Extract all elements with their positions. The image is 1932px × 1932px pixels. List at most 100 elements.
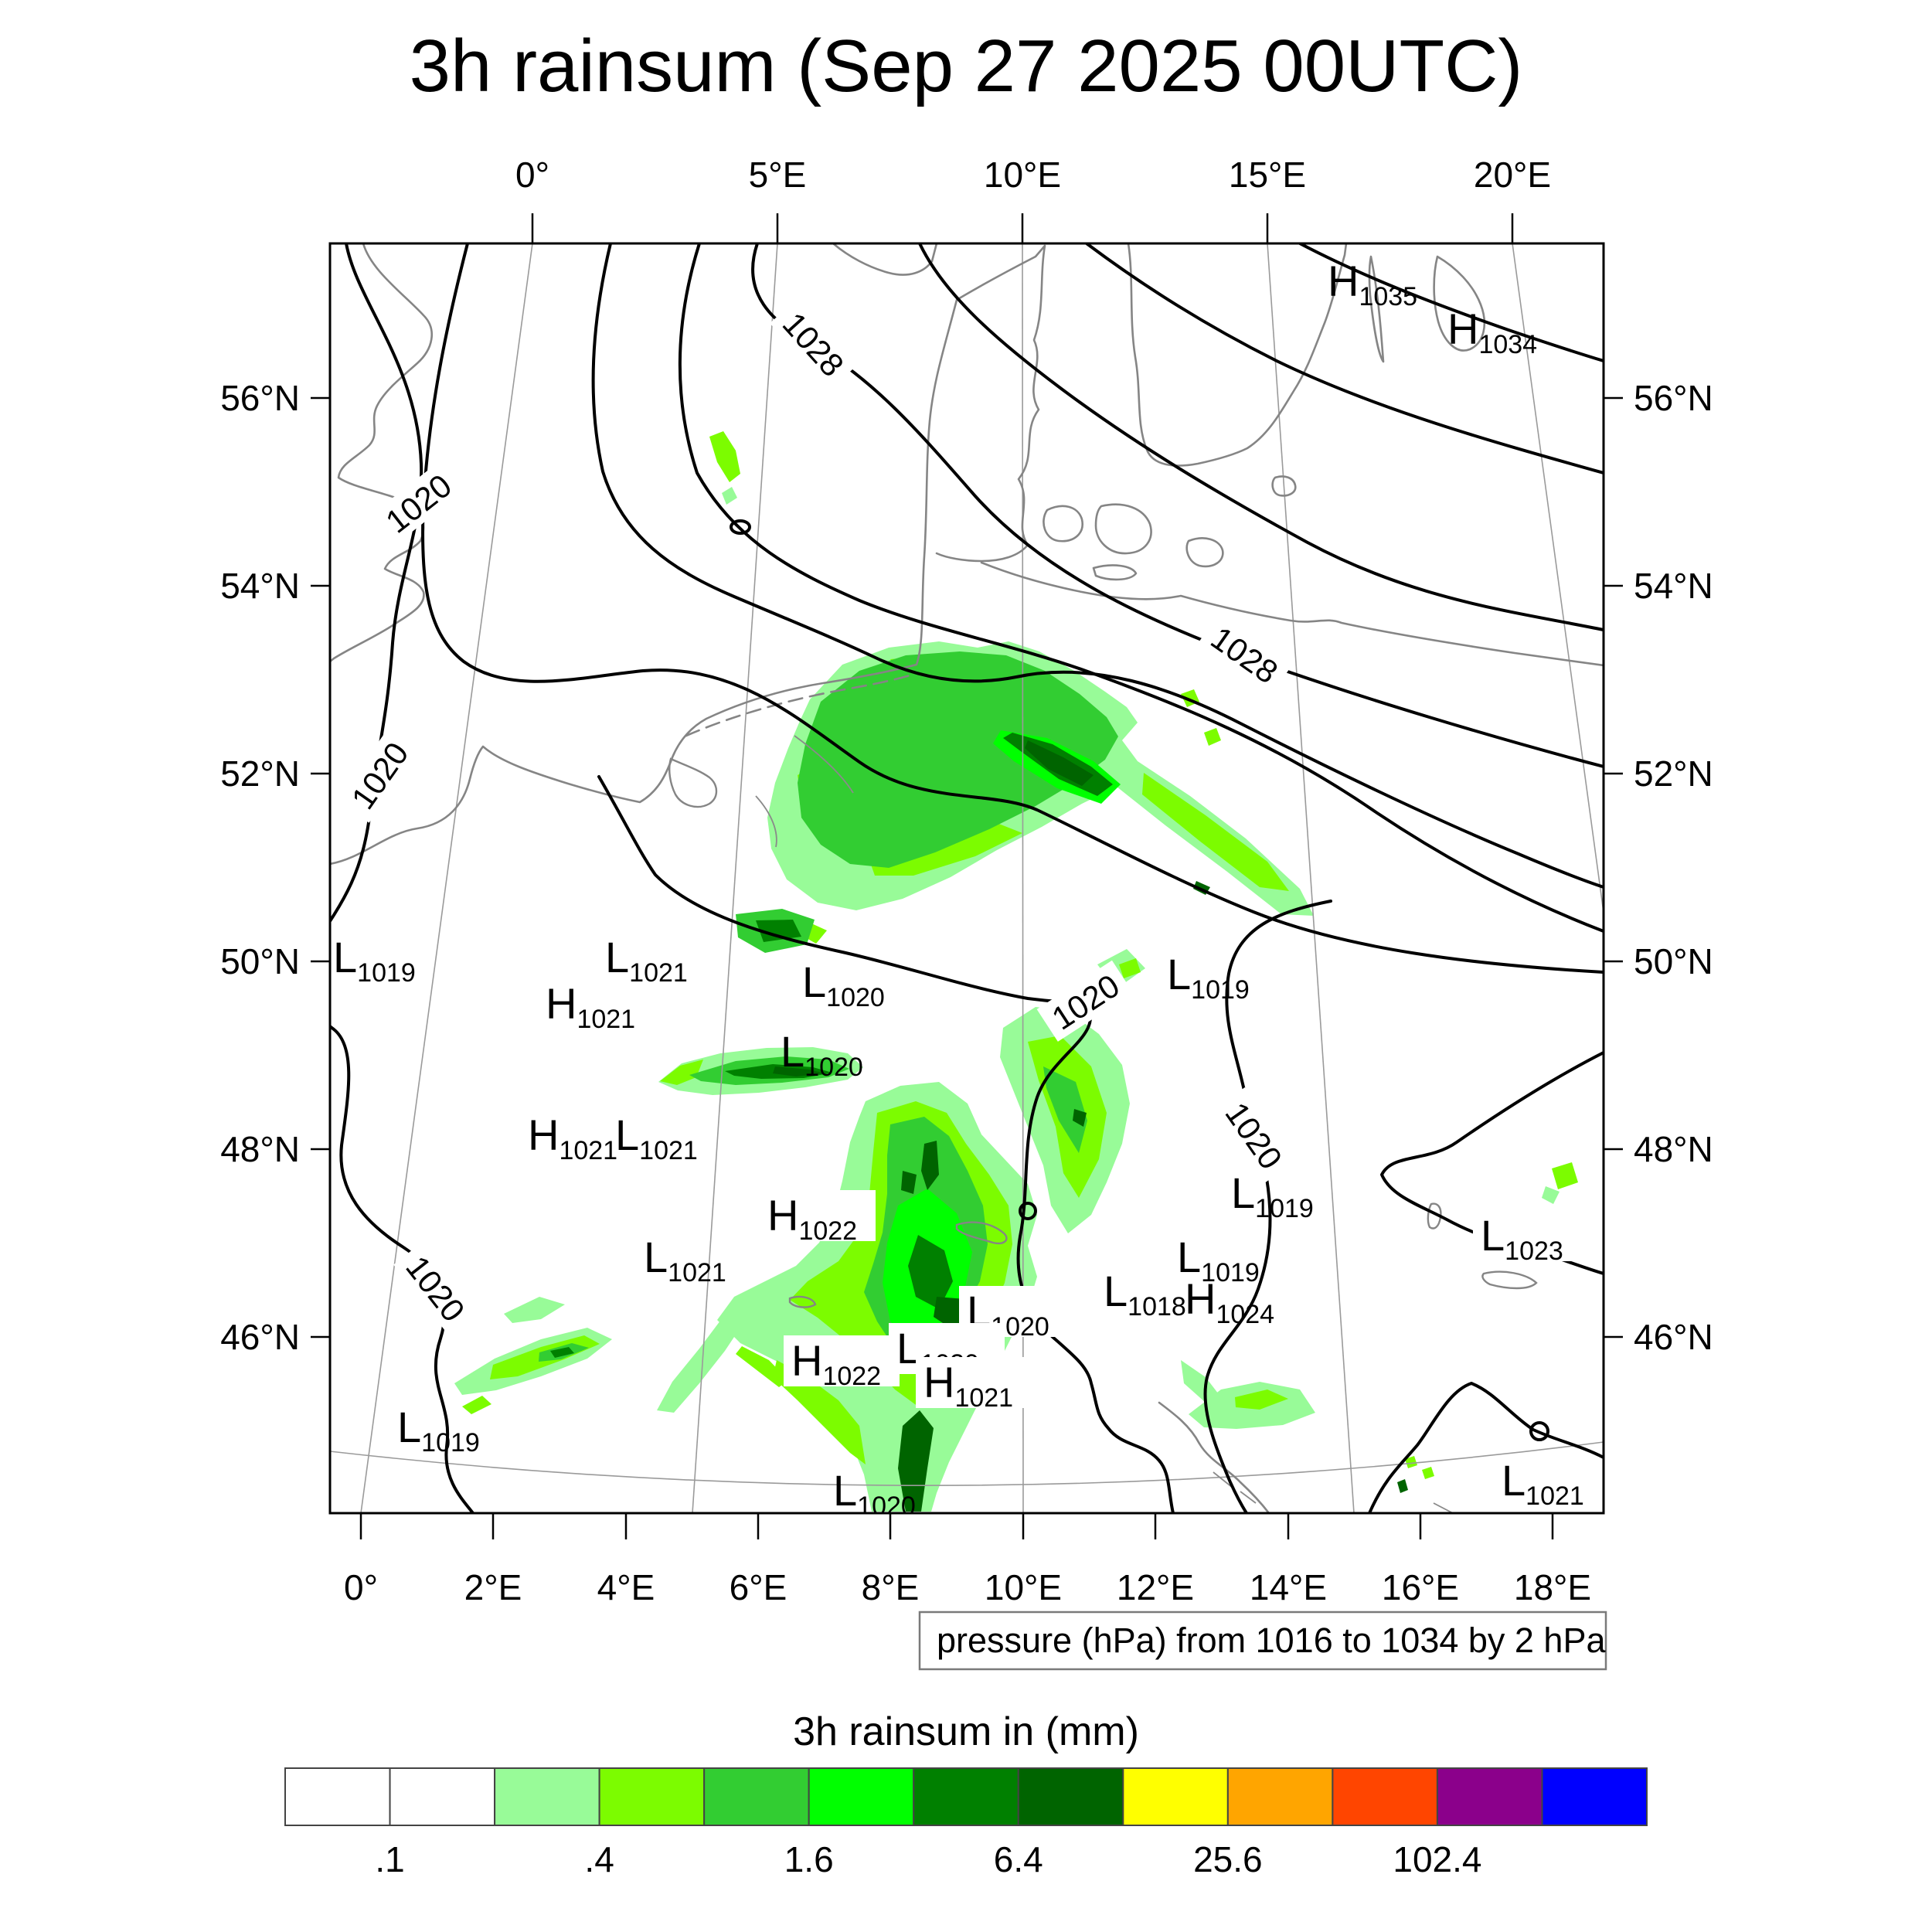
rain-cell-l2	[660, 1060, 703, 1085]
pressure-center-h1021: H1021	[528, 1111, 617, 1165]
pressure-center-label: L1021	[615, 1111, 698, 1165]
coast-norway	[832, 243, 938, 276]
pressure-center-box	[760, 1190, 876, 1241]
contour-label-halo	[1036, 960, 1134, 1042]
bottom-axis-label: 18°E	[1514, 1567, 1591, 1607]
rain-cell-l6	[898, 1410, 934, 1512]
rain-cell-l2	[1142, 773, 1289, 891]
rain-cell-l1	[1542, 1186, 1560, 1204]
pressure-center-box	[916, 1357, 1032, 1408]
pressure-center-label: H1024	[1185, 1274, 1274, 1329]
top-axis-label: 0°	[515, 155, 549, 195]
lake-balaton	[1481, 1270, 1538, 1290]
contour-label-halo	[337, 727, 421, 823]
pressure-center-label: H1035	[1328, 257, 1417, 311]
pressure-center-label: H1022	[767, 1191, 857, 1246]
lake-geneva	[788, 1295, 817, 1308]
river-rhine	[755, 795, 777, 848]
pressure-center-label: L1021	[1502, 1456, 1584, 1511]
isobar-1024-ne	[591, 243, 1604, 889]
pressure-center-l1023: L1023	[1473, 1210, 1589, 1266]
lake-constance	[955, 1221, 1008, 1245]
isobar-1020-mid	[597, 775, 1175, 1513]
colorbar-cell	[389, 1767, 496, 1826]
right-axis: 56°N 54°N 52°N 50°N 48°N 46°N	[1604, 378, 1713, 1357]
bottom-axis-label: 0°	[344, 1567, 378, 1607]
top-axis-label: 15°E	[1229, 155, 1306, 195]
rain-cell-l2	[462, 1396, 492, 1414]
coast-ijsselmeer	[668, 757, 718, 808]
rain-cell-l6	[1397, 1479, 1408, 1493]
bottom-axis-label: 10°E	[985, 1567, 1062, 1607]
contour-label-group: 1020	[393, 1240, 479, 1335]
pressure-center-h1021: H1021	[546, 979, 635, 1034]
pressure-center-l1021: L1021	[615, 1111, 698, 1165]
bottom-axis-label: 4°E	[597, 1567, 655, 1607]
coastlines	[330, 243, 1604, 1513]
coast-gotland	[1433, 255, 1486, 352]
pressure-center-l1021: L1021	[605, 933, 688, 988]
rain-cell-l6	[1025, 740, 1094, 786]
rain-cell-l2	[1204, 728, 1221, 746]
pressure-center-l1019: L1019	[397, 1403, 480, 1458]
pressure-center-label: H1034	[1447, 304, 1537, 359]
rain-cell-l2	[1422, 1467, 1434, 1479]
bottom-axis-label: 6°E	[730, 1567, 787, 1607]
bottom-axis-label: 8°E	[862, 1567, 920, 1607]
river-ems	[794, 735, 854, 794]
isobar-1032	[1085, 243, 1604, 474]
left-axis-label: 52°N	[220, 753, 300, 794]
pressure-center-box	[1473, 1210, 1589, 1261]
coast-baltic-south	[980, 561, 1604, 667]
coast-sweden	[1127, 243, 1348, 467]
left-axis: 56°N 54°N 52°N 50°N 48°N 46°N	[220, 378, 330, 1357]
contour-label-halo	[370, 460, 465, 546]
coast-adriatic-islands	[1213, 1471, 1454, 1513]
pressure-center-l1020: L1020	[833, 1466, 916, 1521]
colorbar-label: 25.6	[1193, 1839, 1263, 1879]
isobar-closed-small-1	[1019, 1202, 1037, 1220]
right-axis-label: 52°N	[1634, 753, 1713, 794]
rain-cell-l1	[1181, 1360, 1221, 1403]
bottom-axis-label: 2°E	[464, 1567, 522, 1607]
pressure-center-l1021: L1021	[1502, 1456, 1584, 1511]
pressure-center-l1021: L1021	[644, 1233, 726, 1287]
pressure-center-label: L1020	[833, 1466, 916, 1521]
top-axis-label: 5°E	[749, 155, 807, 195]
pressure-center-h1024: H1024	[1185, 1274, 1274, 1329]
colorbar-labels: .1 .4 1.6 6.4 25.6 102.4	[375, 1839, 1481, 1879]
map-frame	[328, 242, 1605, 1515]
pressure-center-l1018: L1018	[1104, 1267, 1186, 1321]
colorbar-label: .1	[375, 1839, 404, 1879]
colorbar-cell	[913, 1767, 1019, 1826]
contour-label-group: 1028	[1197, 612, 1293, 696]
lake-neusiedl	[1427, 1202, 1442, 1230]
contour-label-group: 1028	[770, 297, 859, 390]
colorbar-label: .4	[584, 1839, 614, 1879]
pressure-center-l1020: L1020	[802, 957, 885, 1012]
left-axis-label: 54°N	[220, 566, 300, 606]
pressure-center-label: H1021	[546, 979, 635, 1034]
bottom-axis-label: 12°E	[1117, 1567, 1194, 1607]
rain-cell-l5	[756, 920, 801, 942]
left-axis-label: 56°N	[220, 378, 300, 418]
rain-cell-l3	[1043, 1066, 1087, 1153]
rain-cell-l6	[901, 1171, 917, 1194]
top-axis-label: 20°E	[1474, 155, 1551, 195]
pressure-center-label: H1021	[528, 1111, 617, 1165]
pressure-center-label: L1019	[1167, 950, 1250, 1005]
legend-text: pressure (hPa) from 1016 to 1034 by 2 hP…	[937, 1621, 1606, 1660]
right-axis-label: 56°N	[1634, 378, 1713, 418]
isobar-1034	[1298, 243, 1604, 362]
pressure-center-label: L1019	[333, 933, 416, 988]
contour-label-halo	[770, 297, 859, 390]
coast-funen	[1043, 505, 1083, 543]
colorbar-cell	[1226, 1767, 1334, 1826]
coast-continent-jutland	[330, 244, 1046, 866]
pressure-center-label: L1021	[644, 1233, 726, 1287]
rain-cell-l5	[550, 1347, 574, 1358]
coast-ruegen	[1185, 537, 1224, 568]
rain-layer	[454, 431, 1578, 1512]
